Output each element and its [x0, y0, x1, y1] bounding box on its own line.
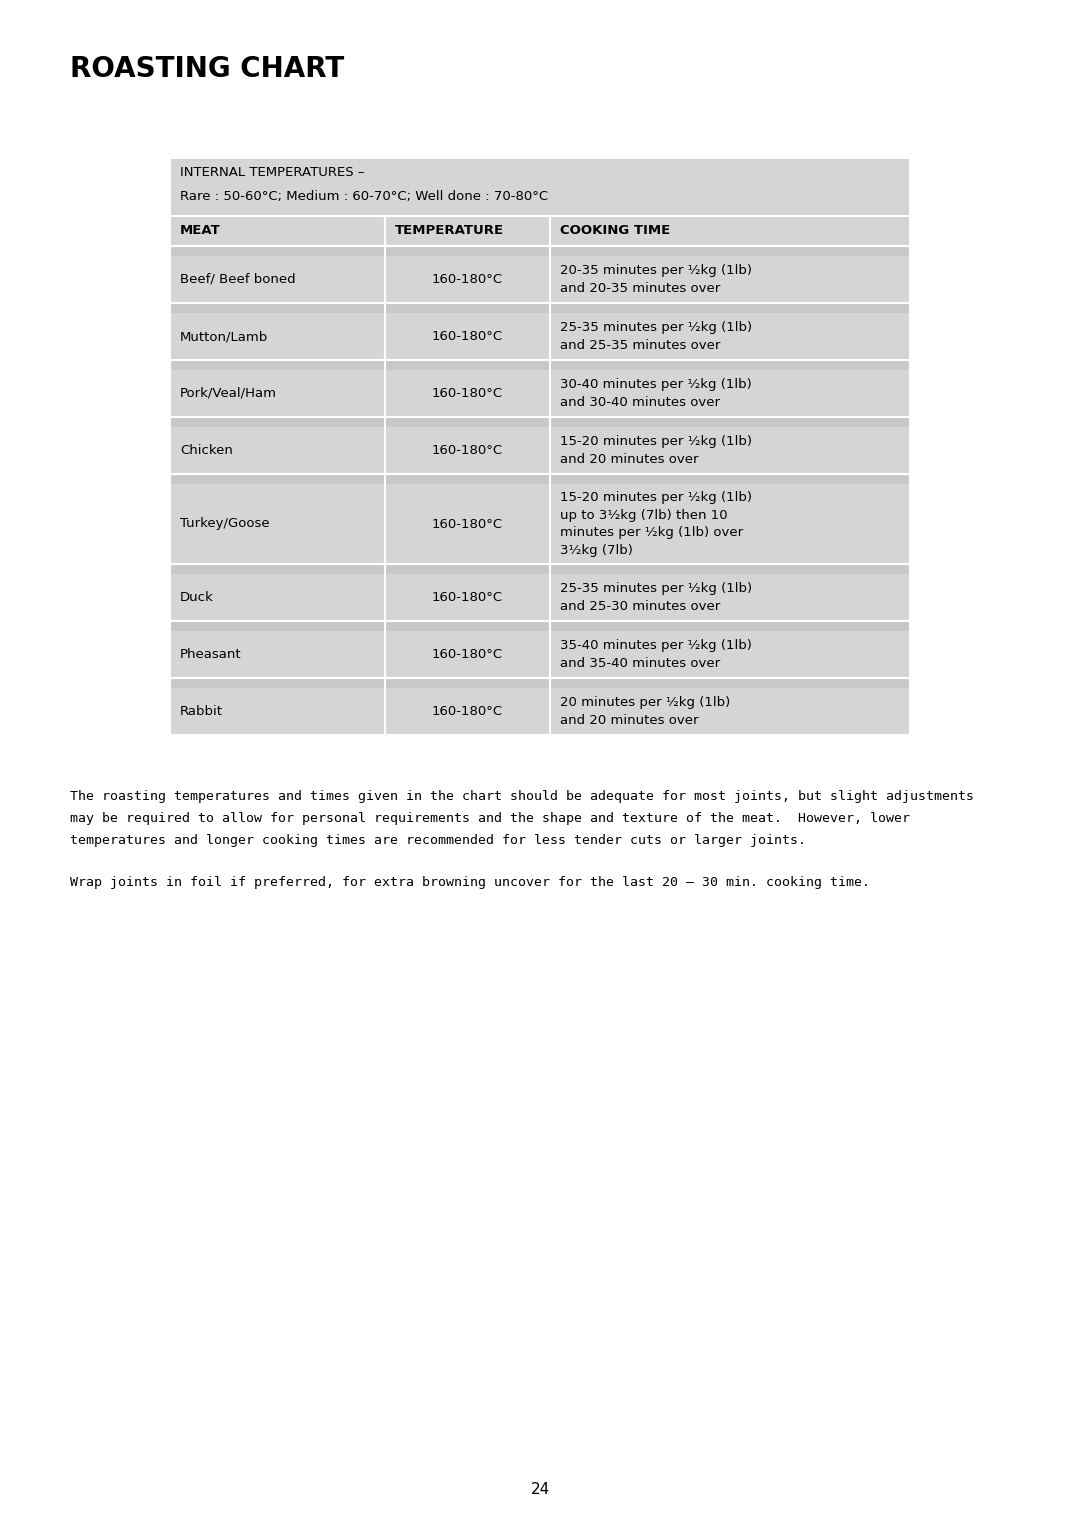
Bar	[384, 303, 550, 313]
Bar	[384, 313, 550, 361]
Bar	[170, 575, 384, 620]
Text: 160-180°C: 160-180°C	[432, 591, 503, 604]
Bar	[550, 484, 910, 564]
Text: Duck: Duck	[180, 591, 214, 604]
Bar	[384, 426, 550, 474]
Bar	[550, 678, 910, 688]
Text: Rabbit: Rabbit	[180, 704, 222, 718]
Bar	[384, 370, 550, 417]
Bar	[550, 426, 910, 474]
Bar	[170, 257, 384, 303]
Bar	[384, 474, 550, 484]
Bar	[550, 575, 910, 620]
Text: Wrap joints in foil if preferred, for extra browning uncover for the last 20 – 3: Wrap joints in foil if preferred, for ex…	[70, 876, 870, 889]
Bar	[550, 631, 910, 678]
Text: Turkey/Goose: Turkey/Goose	[180, 518, 270, 530]
Bar	[550, 688, 910, 735]
Text: and 20 minutes over: and 20 minutes over	[561, 715, 699, 727]
Bar	[384, 215, 550, 246]
Text: 30-40 minutes per ½kg (1lb): 30-40 minutes per ½kg (1lb)	[561, 377, 752, 391]
Bar	[170, 246, 384, 257]
Bar	[550, 246, 910, 257]
Text: and 20-35 minutes over: and 20-35 minutes over	[561, 283, 720, 295]
Text: 35-40 minutes per ½kg (1lb): 35-40 minutes per ½kg (1lb)	[561, 639, 752, 651]
Bar	[550, 620, 910, 631]
Text: 160-180°C: 160-180°C	[432, 445, 503, 457]
Bar	[384, 688, 550, 735]
Bar	[170, 417, 384, 426]
Bar	[384, 575, 550, 620]
Text: 160-180°C: 160-180°C	[432, 648, 503, 662]
Bar	[384, 620, 550, 631]
Bar	[384, 257, 550, 303]
Bar	[170, 620, 384, 631]
Text: up to 3½kg (7lb) then 10: up to 3½kg (7lb) then 10	[561, 509, 728, 521]
Bar	[170, 484, 384, 564]
Text: INTERNAL TEMPERATURES –: INTERNAL TEMPERATURES –	[180, 167, 365, 179]
Bar	[550, 474, 910, 484]
Bar	[170, 370, 384, 417]
Bar	[170, 361, 384, 370]
Text: 20 minutes per ½kg (1lb): 20 minutes per ½kg (1lb)	[561, 695, 730, 709]
Text: 20-35 minutes per ½kg (1lb): 20-35 minutes per ½kg (1lb)	[561, 264, 752, 277]
Text: MEAT: MEAT	[180, 225, 220, 237]
Text: COOKING TIME: COOKING TIME	[561, 225, 671, 237]
Bar	[550, 257, 910, 303]
Bar	[550, 361, 910, 370]
Bar	[170, 631, 384, 678]
Text: 160-180°C: 160-180°C	[432, 518, 503, 530]
Text: temperatures and longer cooking times are recommended for less tender cuts or la: temperatures and longer cooking times ar…	[70, 834, 806, 847]
Bar	[170, 688, 384, 735]
Bar	[170, 313, 384, 361]
Bar	[384, 484, 550, 564]
Text: Chicken: Chicken	[180, 445, 233, 457]
Bar	[170, 474, 384, 484]
Bar	[170, 678, 384, 688]
Text: and 20 minutes over: and 20 minutes over	[561, 454, 699, 466]
Text: 160-180°C: 160-180°C	[432, 330, 503, 342]
Text: 160-180°C: 160-180°C	[432, 704, 503, 718]
Text: 15-20 minutes per ½kg (1lb): 15-20 minutes per ½kg (1lb)	[561, 490, 752, 504]
Bar	[170, 303, 384, 313]
Bar	[384, 361, 550, 370]
Text: and 25-30 minutes over: and 25-30 minutes over	[561, 601, 720, 613]
Text: and 30-40 minutes over: and 30-40 minutes over	[561, 396, 720, 410]
Text: 15-20 minutes per ½kg (1lb): 15-20 minutes per ½kg (1lb)	[561, 434, 752, 448]
Text: and 35-40 minutes over: and 35-40 minutes over	[561, 657, 720, 671]
Bar	[170, 426, 384, 474]
Text: 25-35 minutes per ½kg (1lb): 25-35 minutes per ½kg (1lb)	[561, 582, 752, 594]
Text: 3½kg (7lb): 3½kg (7lb)	[561, 544, 633, 558]
Bar	[550, 303, 910, 313]
Text: Beef/ Beef boned: Beef/ Beef boned	[180, 274, 296, 286]
Bar	[550, 417, 910, 426]
Text: Rare : 50-60°C; Medium : 60-70°C; Well done : 70-80°C: Rare : 50-60°C; Medium : 60-70°C; Well d…	[180, 189, 549, 203]
Text: TEMPERATURE: TEMPERATURE	[395, 225, 504, 237]
Bar	[550, 313, 910, 361]
Bar	[170, 564, 384, 575]
Text: may be required to allow for personal requirements and the shape and texture of : may be required to allow for personal re…	[70, 811, 910, 825]
Text: Pheasant: Pheasant	[180, 648, 242, 662]
Bar	[384, 678, 550, 688]
Text: Mutton/Lamb: Mutton/Lamb	[180, 330, 268, 342]
Text: Pork/Veal/Ham: Pork/Veal/Ham	[180, 387, 276, 400]
Bar	[550, 370, 910, 417]
Bar	[550, 564, 910, 575]
Bar	[550, 215, 910, 246]
Text: 25-35 minutes per ½kg (1lb): 25-35 minutes per ½kg (1lb)	[561, 321, 752, 333]
Bar	[384, 631, 550, 678]
Bar	[384, 564, 550, 575]
Text: minutes per ½kg (1lb) over: minutes per ½kg (1lb) over	[561, 526, 743, 539]
Text: 160-180°C: 160-180°C	[432, 274, 503, 286]
Bar	[384, 246, 550, 257]
Text: 160-180°C: 160-180°C	[432, 387, 503, 400]
Bar	[170, 157, 910, 215]
Text: and 25-35 minutes over: and 25-35 minutes over	[561, 339, 720, 353]
Text: The roasting temperatures and times given in the chart should be adequate for mo: The roasting temperatures and times give…	[70, 790, 974, 804]
Text: 24: 24	[530, 1482, 550, 1497]
Bar	[170, 215, 384, 246]
Bar	[384, 417, 550, 426]
Text: ROASTING CHART: ROASTING CHART	[70, 55, 345, 83]
